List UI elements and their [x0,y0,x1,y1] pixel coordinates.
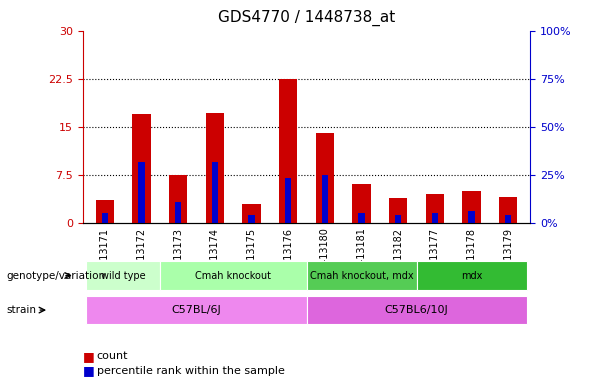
Bar [322,175,328,223]
Bar [432,213,438,223]
Bar [102,213,108,223]
Bar [242,204,261,223]
Text: GDS4770 / 1448738_at: GDS4770 / 1448738_at [218,10,395,26]
Text: C57BL6/10J: C57BL6/10J [385,305,449,315]
Text: Cmah knockout: Cmah knockout [195,270,271,281]
Bar [139,162,145,223]
Bar [132,114,151,223]
Bar [425,194,444,223]
Bar [316,133,334,223]
Text: percentile rank within the sample: percentile rank within the sample [97,366,284,376]
Bar [389,199,408,223]
Bar [462,191,481,223]
Bar [96,200,114,223]
Bar [359,213,365,223]
Text: ■: ■ [83,364,94,377]
Text: strain: strain [6,305,36,315]
Text: ■: ■ [83,350,94,363]
Text: Cmah knockout, mdx: Cmah knockout, mdx [310,270,413,281]
Text: C57BL/6J: C57BL/6J [172,305,221,315]
Bar [395,215,402,223]
Bar [248,215,254,223]
Text: mdx: mdx [461,270,482,281]
Bar [505,215,511,223]
Bar [285,178,291,223]
Text: genotype/variation: genotype/variation [6,270,105,281]
Bar [279,79,297,223]
Text: wild type: wild type [101,270,145,281]
Text: count: count [97,351,128,361]
Bar [175,202,181,223]
Bar [352,184,371,223]
Bar [169,175,188,223]
Bar [205,113,224,223]
Bar [468,211,474,223]
Bar [211,162,218,223]
Bar [499,197,517,223]
